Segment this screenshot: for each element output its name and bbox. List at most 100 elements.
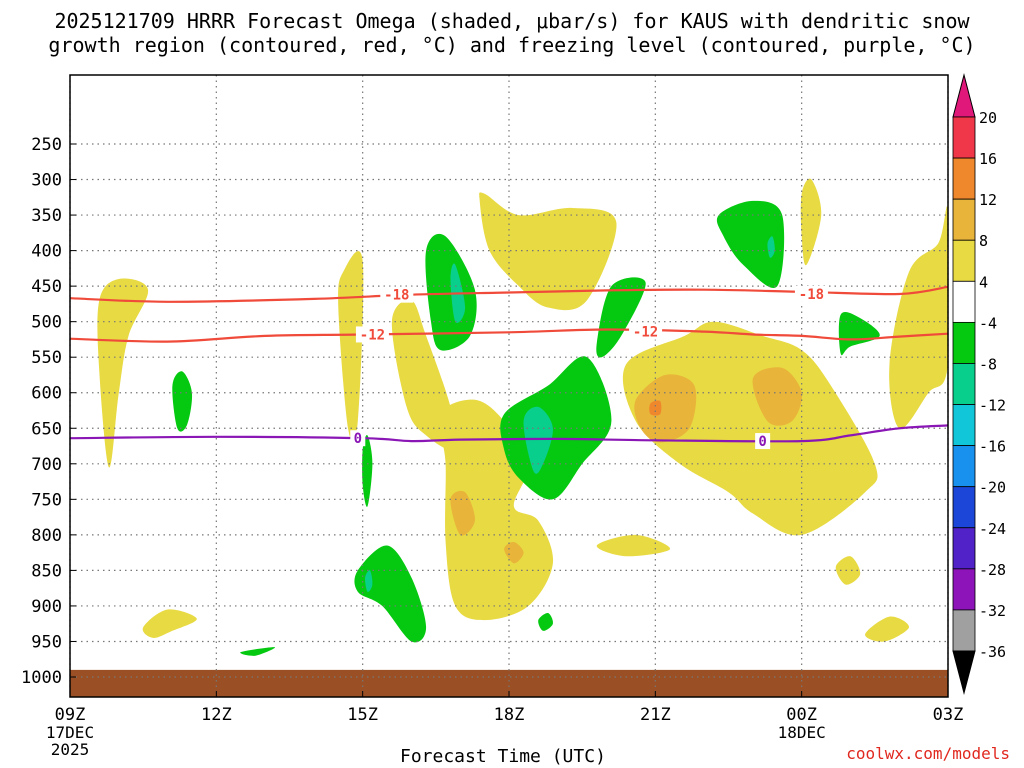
- y-tick-label-850: 850: [31, 561, 62, 581]
- x-tick-label-18Z: 18Z: [494, 705, 525, 725]
- omega-region-20: [500, 356, 612, 500]
- colorbar-label-13: -36: [979, 643, 1006, 661]
- y-tick-label-900: 900: [31, 597, 62, 617]
- omega-region-24: [838, 312, 880, 356]
- contour-label-layer: -18 -18 -12 -12 0 0: [350, 285, 828, 450]
- colorbar-label-12: -32: [979, 602, 1006, 620]
- colorbar-label-7: -12: [979, 397, 1006, 415]
- x-tick-label-03Z: 03Z: [933, 705, 964, 725]
- dendritic-minus18-label-bg-0: [380, 286, 414, 303]
- chart-title-line-2: growth region (contoured, red, °C) and f…: [48, 33, 976, 57]
- colorbar-bin-11: [952, 568, 976, 611]
- omega-region-17: [425, 233, 477, 351]
- x-tick-label-00Z: 00Z: [786, 705, 817, 725]
- dendritic-minus12-label-bg-1: [629, 323, 663, 340]
- omega-region-10: [865, 616, 910, 642]
- omega-region-26: [538, 612, 554, 631]
- colorbar-bin-8: [952, 445, 976, 488]
- omega-shading-layer: [97, 178, 948, 656]
- colorbar-top-arrow: [952, 73, 976, 118]
- omega-region-16: [649, 400, 662, 416]
- y-tick-label-350: 350: [31, 206, 62, 226]
- dendritic-minus12-label-bg-0: [355, 326, 389, 343]
- colorbar-bin-6: [952, 363, 976, 405]
- colorbar-label-8: -16: [979, 438, 1006, 456]
- y-tick-label-300: 300: [31, 171, 62, 191]
- y-tick-label-800: 800: [31, 526, 62, 546]
- y-tick-label-700: 700: [31, 455, 62, 475]
- y-tick-label-250: 250: [31, 135, 62, 155]
- x-tick-label-09Z: 09Z: [55, 705, 86, 725]
- freezing-level-0-label-bg-0: [350, 430, 366, 447]
- omega-region-6: [889, 206, 948, 429]
- colorbar-label-2: 12: [979, 191, 997, 209]
- dendritic-minus12-line: [70, 328, 948, 343]
- omega-region-2: [391, 299, 457, 451]
- y-tick-label-750: 750: [31, 490, 62, 510]
- colorbar-bin-1: [952, 157, 976, 200]
- dendritic-minus18-line: [70, 285, 948, 303]
- y-axis-pressure: 250 300 350 400 450 500 550 600 650 700 750 800 850 9…: [21, 135, 76, 688]
- x-tick-year-09Z: 2025: [51, 740, 90, 759]
- omega-region-13: [752, 367, 802, 426]
- omega-region-14: [450, 490, 475, 536]
- colorbar-label-3: 8: [979, 232, 988, 250]
- dendritic-minus18-label-1: -18: [799, 287, 824, 303]
- omega-region-29: [767, 236, 775, 258]
- omega-region-12: [634, 374, 697, 443]
- colorbar-label-10: -24: [979, 520, 1006, 538]
- dendritic-minus12-label-1: -12: [633, 325, 658, 341]
- x-tick-label-15Z: 15Z: [347, 705, 378, 725]
- credit-link[interactable]: coolwx.com/models: [846, 744, 1010, 763]
- omega-region-9: [142, 609, 197, 638]
- omega-region-19: [596, 277, 646, 358]
- omega-region-1: [338, 251, 364, 443]
- y-tick-label-650: 650: [31, 419, 62, 439]
- omega-region-7: [800, 178, 822, 266]
- omega-region-30: [365, 570, 373, 592]
- y-tick-label-1000: 1000: [21, 668, 62, 688]
- colorbar-label-0: 20: [979, 109, 997, 127]
- x-tick-date-09Z: 17DEC: [46, 723, 94, 742]
- x-axis-title: Forecast Time (UTC): [400, 746, 606, 767]
- y-tick-label-950: 950: [31, 632, 62, 652]
- colorbar-bin-0: [952, 116, 976, 159]
- y-tick-label-450: 450: [31, 277, 62, 297]
- colorbar-bin-7: [952, 404, 976, 447]
- omega-region-25: [240, 647, 276, 656]
- colorbar-bin-10: [952, 527, 976, 570]
- colorbar-label-6: -8: [979, 355, 997, 373]
- x-tick-label-12Z: 12Z: [201, 705, 232, 725]
- colorbar-bin-12: [952, 609, 976, 652]
- y-tick-label-400: 400: [31, 242, 62, 262]
- dendritic-minus18-label-bg-1: [794, 285, 828, 302]
- colorbar-bin-5: [952, 321, 976, 364]
- colorbar: 20 16 12 8 4 -4 -8 -12 -16 -20 -24 -28 -32 -36: [952, 73, 1006, 695]
- dendritic-minus18-label-0: -18: [384, 288, 409, 304]
- x-tick-date-00Z: 18DEC: [778, 723, 826, 742]
- omega-region-18: [716, 200, 785, 288]
- colorbar-label-11: -28: [979, 561, 1006, 579]
- omega-region-23: [362, 434, 373, 507]
- colorbar-label-9: -20: [979, 479, 1006, 497]
- omega-region-15: [504, 541, 524, 564]
- omega-region-8: [596, 534, 671, 557]
- colorbar-bin-3: [952, 239, 976, 282]
- y-tick-label-550: 550: [31, 348, 62, 368]
- colorbar-bin-2: [952, 198, 976, 241]
- omega-region-0: [97, 278, 149, 468]
- chart-title-line-1: 2025121709 HRRR Forecast Omega (shaded, …: [54, 9, 970, 33]
- grid-layer: [69, 75, 949, 697]
- freezing-level-0-line: [70, 424, 948, 443]
- contour-layer: [70, 285, 948, 443]
- x-tick-label-21Z: 21Z: [640, 705, 671, 725]
- colorbar-label-4: 4: [979, 273, 988, 291]
- omega-region-28: [523, 406, 553, 474]
- y-tick-label-600: 600: [31, 384, 62, 404]
- freezing-level-0-label-0: 0: [354, 431, 362, 447]
- colorbar-bottom-arrow: [952, 650, 976, 695]
- omega-region-22: [354, 545, 427, 643]
- omega-region-21: [172, 371, 193, 432]
